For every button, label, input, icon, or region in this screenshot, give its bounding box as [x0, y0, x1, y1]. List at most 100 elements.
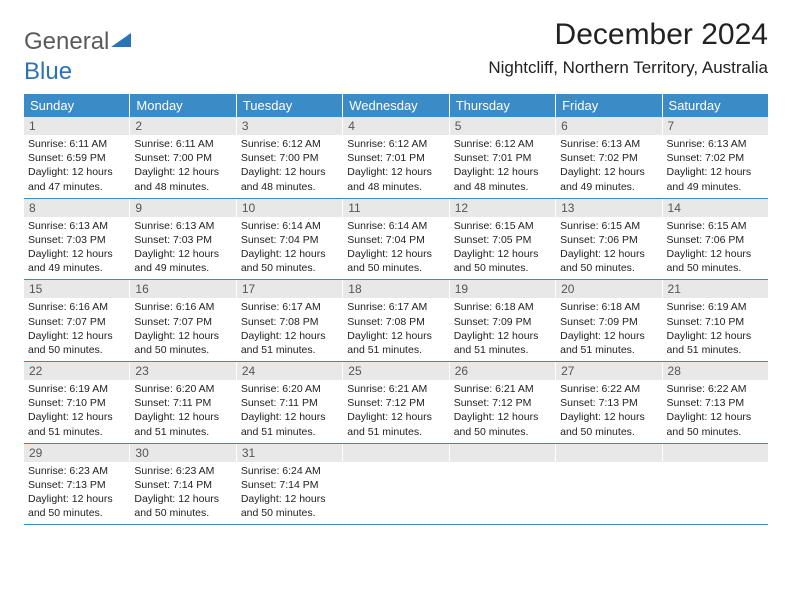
day-line: Daylight: 12 hours — [134, 165, 231, 179]
day-cell: 22Sunrise: 6:19 AMSunset: 7:10 PMDayligh… — [24, 362, 130, 443]
day-line: Daylight: 12 hours — [560, 247, 657, 261]
day-line: Sunset: 7:05 PM — [454, 233, 551, 247]
day-body: Sunrise: 6:14 AMSunset: 7:04 PMDaylight:… — [237, 217, 342, 280]
day-number: 21 — [663, 280, 768, 298]
day-cell — [450, 444, 556, 525]
day-line: Daylight: 12 hours — [560, 410, 657, 424]
week-row: 29Sunrise: 6:23 AMSunset: 7:13 PMDayligh… — [24, 444, 768, 526]
day-line: Sunrise: 6:19 AM — [28, 382, 125, 396]
day-line: Daylight: 12 hours — [28, 165, 125, 179]
day-line: Daylight: 12 hours — [454, 247, 551, 261]
day-cell: 3Sunrise: 6:12 AMSunset: 7:00 PMDaylight… — [237, 117, 343, 198]
day-line: Sunrise: 6:16 AM — [134, 300, 231, 314]
day-number: 28 — [663, 362, 768, 380]
day-body: Sunrise: 6:15 AMSunset: 7:05 PMDaylight:… — [450, 217, 555, 280]
day-line: and 50 minutes. — [454, 425, 551, 439]
day-cell: 31Sunrise: 6:24 AMSunset: 7:14 PMDayligh… — [237, 444, 343, 525]
day-number — [556, 444, 661, 462]
day-body: Sunrise: 6:19 AMSunset: 7:10 PMDaylight:… — [24, 380, 129, 443]
day-line: Sunrise: 6:24 AM — [241, 464, 338, 478]
day-cell: 25Sunrise: 6:21 AMSunset: 7:12 PMDayligh… — [343, 362, 449, 443]
day-body: Sunrise: 6:12 AMSunset: 7:01 PMDaylight:… — [450, 135, 555, 198]
day-line: and 48 minutes. — [347, 180, 444, 194]
day-cell: 28Sunrise: 6:22 AMSunset: 7:13 PMDayligh… — [663, 362, 768, 443]
day-header: Tuesday — [237, 94, 343, 117]
day-line: Sunrise: 6:23 AM — [28, 464, 125, 478]
day-line: and 51 minutes. — [347, 425, 444, 439]
day-line: Sunrise: 6:12 AM — [454, 137, 551, 151]
day-line: Sunrise: 6:11 AM — [134, 137, 231, 151]
day-cell: 16Sunrise: 6:16 AMSunset: 7:07 PMDayligh… — [130, 280, 236, 361]
day-line: Sunset: 7:00 PM — [241, 151, 338, 165]
day-line: and 49 minutes. — [134, 261, 231, 275]
day-line: Sunset: 7:01 PM — [347, 151, 444, 165]
day-line: Sunrise: 6:23 AM — [134, 464, 231, 478]
day-line: and 51 minutes. — [28, 425, 125, 439]
day-body: Sunrise: 6:22 AMSunset: 7:13 PMDaylight:… — [663, 380, 768, 443]
day-cell — [343, 444, 449, 525]
day-body: Sunrise: 6:13 AMSunset: 7:03 PMDaylight:… — [24, 217, 129, 280]
day-cell: 6Sunrise: 6:13 AMSunset: 7:02 PMDaylight… — [556, 117, 662, 198]
day-number: 14 — [663, 199, 768, 217]
day-number: 11 — [343, 199, 448, 217]
logo-text-blue: Blue — [24, 58, 768, 86]
day-body: Sunrise: 6:17 AMSunset: 7:08 PMDaylight:… — [343, 298, 448, 361]
day-line: Sunset: 7:04 PM — [241, 233, 338, 247]
day-line: Sunset: 7:10 PM — [667, 315, 764, 329]
day-body: Sunrise: 6:24 AMSunset: 7:14 PMDaylight:… — [237, 462, 342, 525]
day-line: Daylight: 12 hours — [134, 329, 231, 343]
day-body: Sunrise: 6:15 AMSunset: 7:06 PMDaylight:… — [556, 217, 661, 280]
day-line: Sunrise: 6:14 AM — [241, 219, 338, 233]
day-line: and 50 minutes. — [347, 261, 444, 275]
day-number: 27 — [556, 362, 661, 380]
day-cell: 30Sunrise: 6:23 AMSunset: 7:14 PMDayligh… — [130, 444, 236, 525]
day-line: Sunset: 7:13 PM — [560, 396, 657, 410]
day-line: Daylight: 12 hours — [241, 329, 338, 343]
day-number: 19 — [450, 280, 555, 298]
day-number: 17 — [237, 280, 342, 298]
day-number: 25 — [343, 362, 448, 380]
day-line: and 50 minutes. — [241, 261, 338, 275]
day-line: Daylight: 12 hours — [347, 410, 444, 424]
day-line: Daylight: 12 hours — [134, 410, 231, 424]
day-line: Sunrise: 6:21 AM — [347, 382, 444, 396]
day-body: Sunrise: 6:13 AMSunset: 7:03 PMDaylight:… — [130, 217, 235, 280]
day-cell — [663, 444, 768, 525]
day-body: Sunrise: 6:16 AMSunset: 7:07 PMDaylight:… — [24, 298, 129, 361]
day-body: Sunrise: 6:16 AMSunset: 7:07 PMDaylight:… — [130, 298, 235, 361]
day-line: Sunset: 7:07 PM — [28, 315, 125, 329]
day-number: 7 — [663, 117, 768, 135]
day-line: Sunset: 7:13 PM — [28, 478, 125, 492]
calendar-grid: SundayMondayTuesdayWednesdayThursdayFrid… — [24, 94, 768, 525]
day-line: and 48 minutes. — [454, 180, 551, 194]
day-line: and 51 minutes. — [560, 343, 657, 357]
day-line: Daylight: 12 hours — [667, 247, 764, 261]
day-line: Sunset: 7:06 PM — [667, 233, 764, 247]
day-header: Thursday — [450, 94, 556, 117]
day-line: and 50 minutes. — [241, 506, 338, 520]
day-line: Daylight: 12 hours — [241, 410, 338, 424]
day-line: Sunset: 7:14 PM — [134, 478, 231, 492]
day-cell: 11Sunrise: 6:14 AMSunset: 7:04 PMDayligh… — [343, 199, 449, 280]
day-line: Daylight: 12 hours — [28, 410, 125, 424]
day-line: Sunrise: 6:14 AM — [347, 219, 444, 233]
day-line: Daylight: 12 hours — [347, 329, 444, 343]
day-line: Daylight: 12 hours — [347, 247, 444, 261]
day-cell: 20Sunrise: 6:18 AMSunset: 7:09 PMDayligh… — [556, 280, 662, 361]
day-line: Daylight: 12 hours — [454, 329, 551, 343]
day-line: Sunset: 7:14 PM — [241, 478, 338, 492]
day-number: 30 — [130, 444, 235, 462]
logo-text-general: General — [24, 28, 109, 56]
day-line: and 50 minutes. — [560, 425, 657, 439]
day-line: and 51 minutes. — [241, 425, 338, 439]
day-header-row: SundayMondayTuesdayWednesdayThursdayFrid… — [24, 94, 768, 117]
day-number: 10 — [237, 199, 342, 217]
day-line: Sunset: 7:07 PM — [134, 315, 231, 329]
day-cell: 9Sunrise: 6:13 AMSunset: 7:03 PMDaylight… — [130, 199, 236, 280]
day-number: 18 — [343, 280, 448, 298]
day-line: Sunset: 7:10 PM — [28, 396, 125, 410]
day-body — [343, 462, 448, 520]
day-cell: 18Sunrise: 6:17 AMSunset: 7:08 PMDayligh… — [343, 280, 449, 361]
day-line: Daylight: 12 hours — [241, 165, 338, 179]
day-line: Daylight: 12 hours — [134, 247, 231, 261]
